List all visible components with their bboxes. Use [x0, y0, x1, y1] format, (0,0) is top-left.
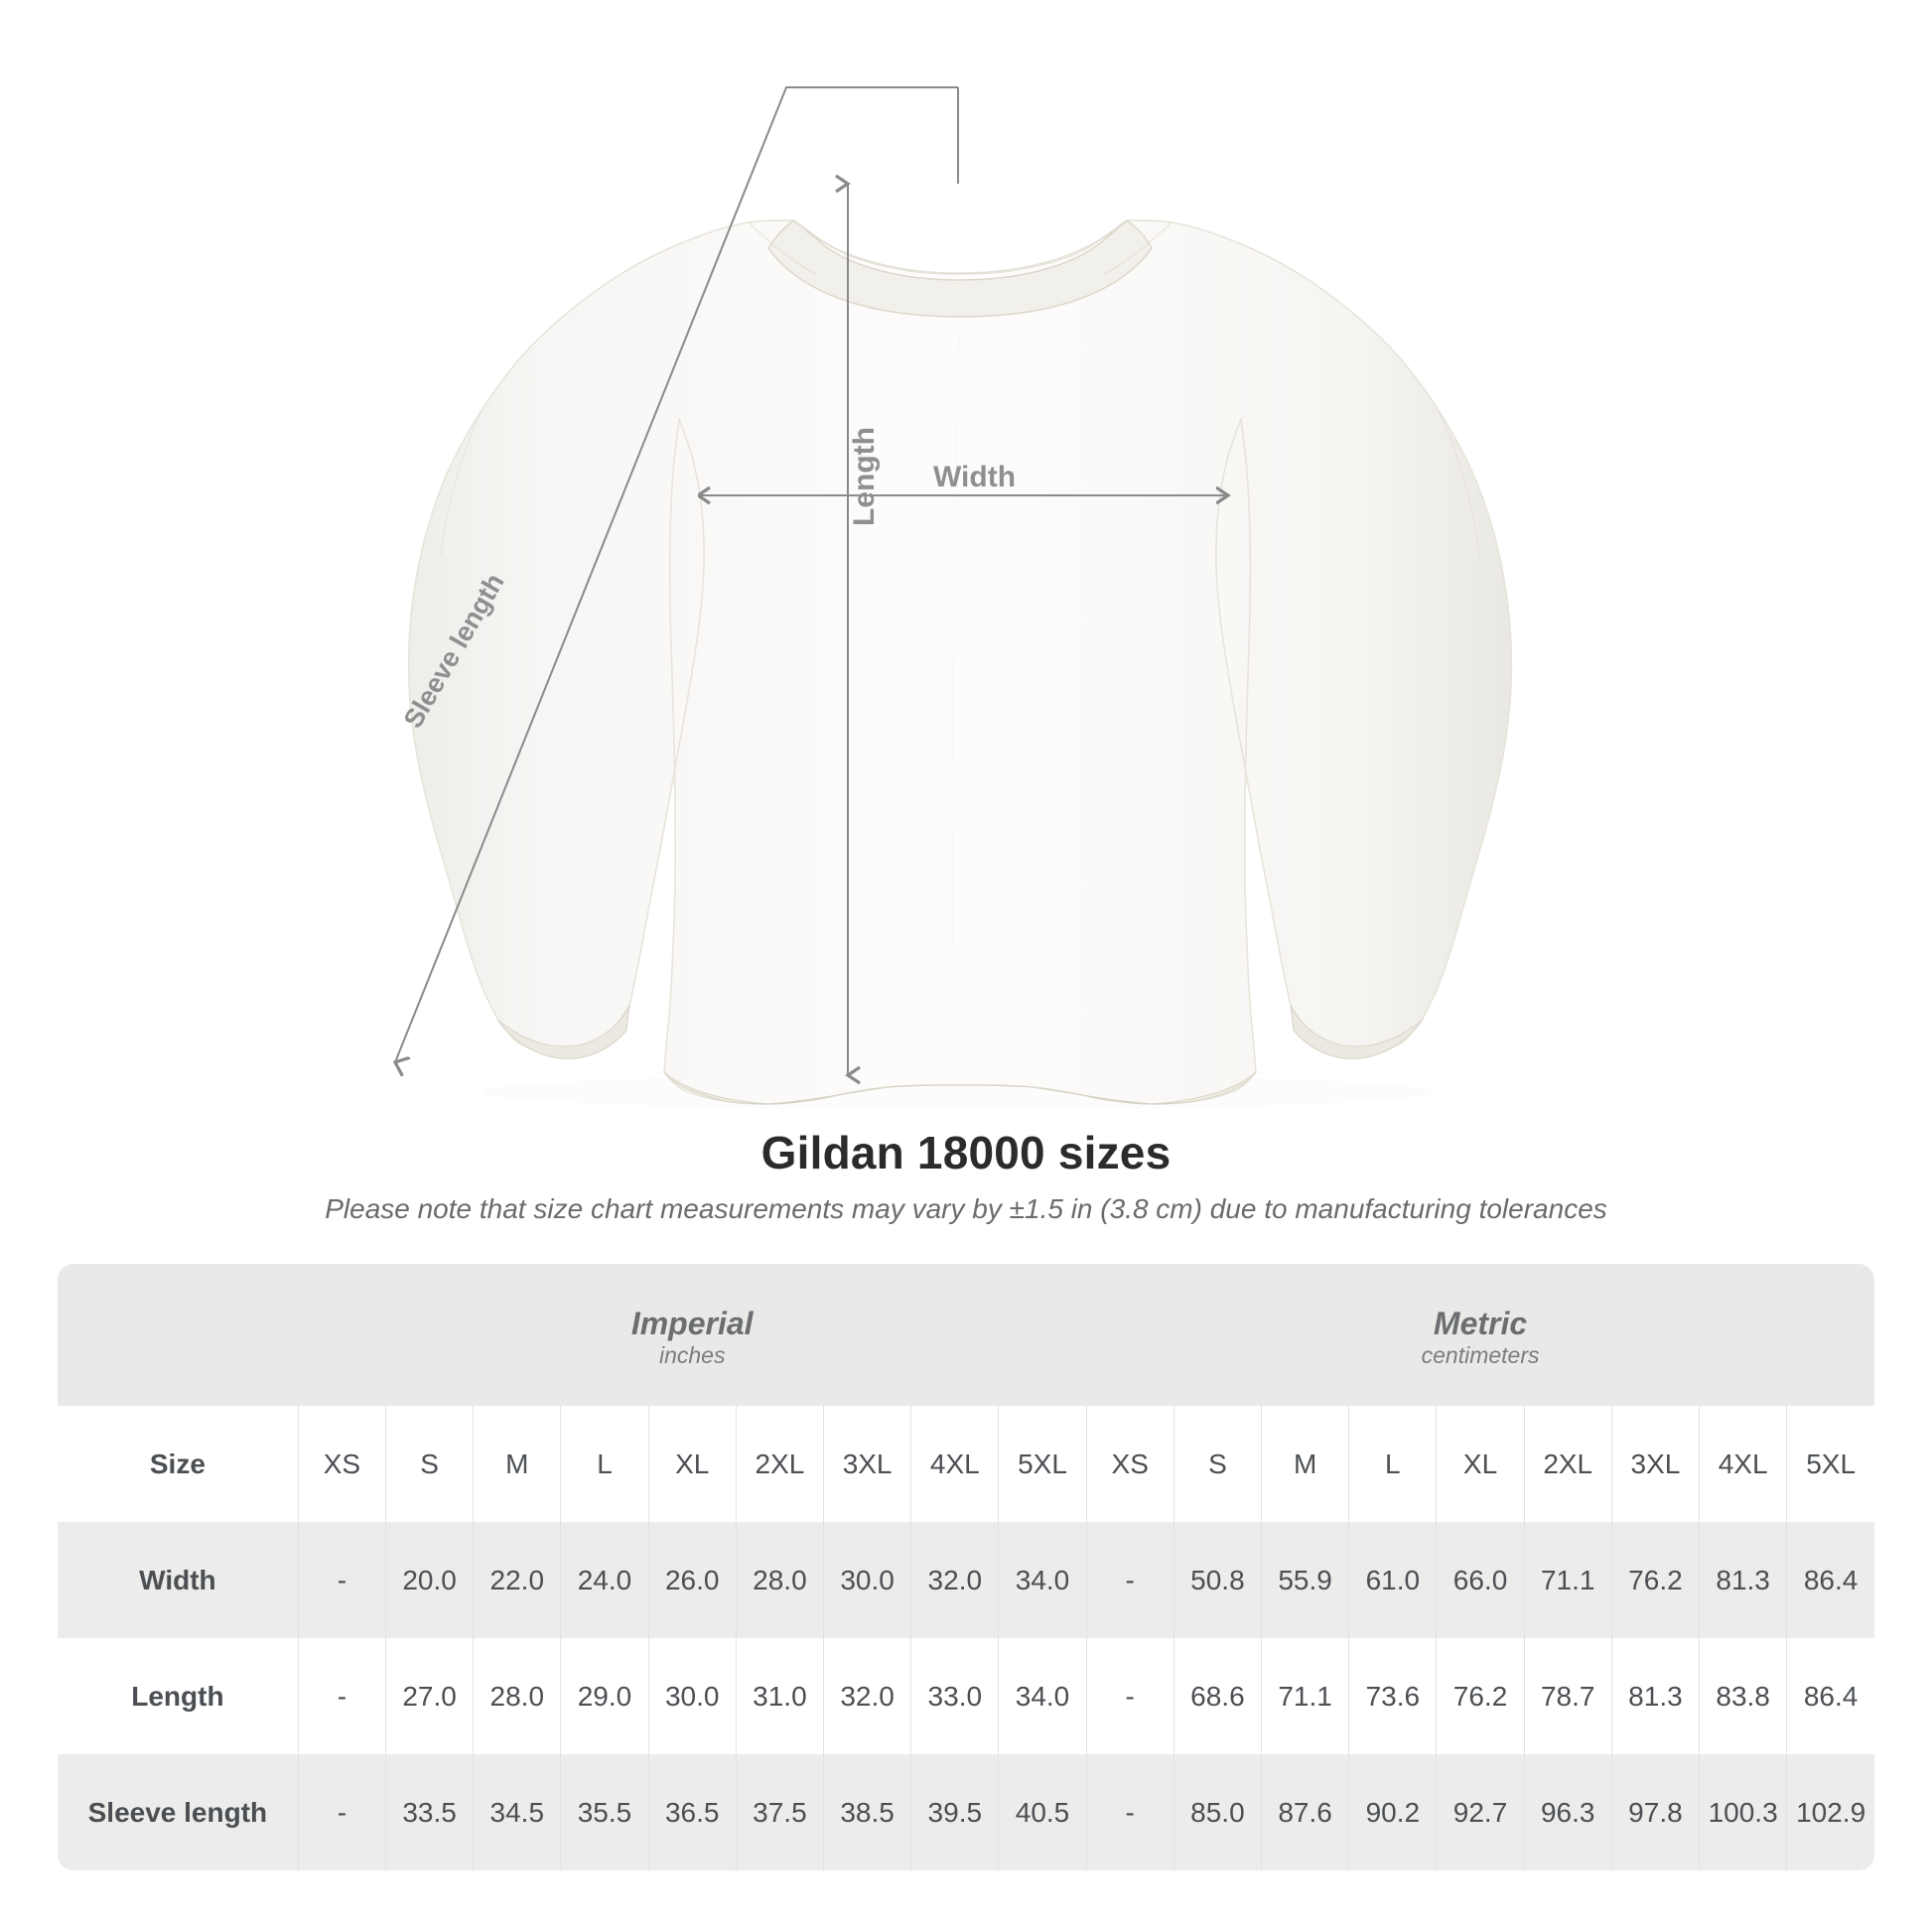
svg-text:Length: Length	[848, 427, 881, 526]
svg-text:Width: Width	[933, 461, 1016, 493]
